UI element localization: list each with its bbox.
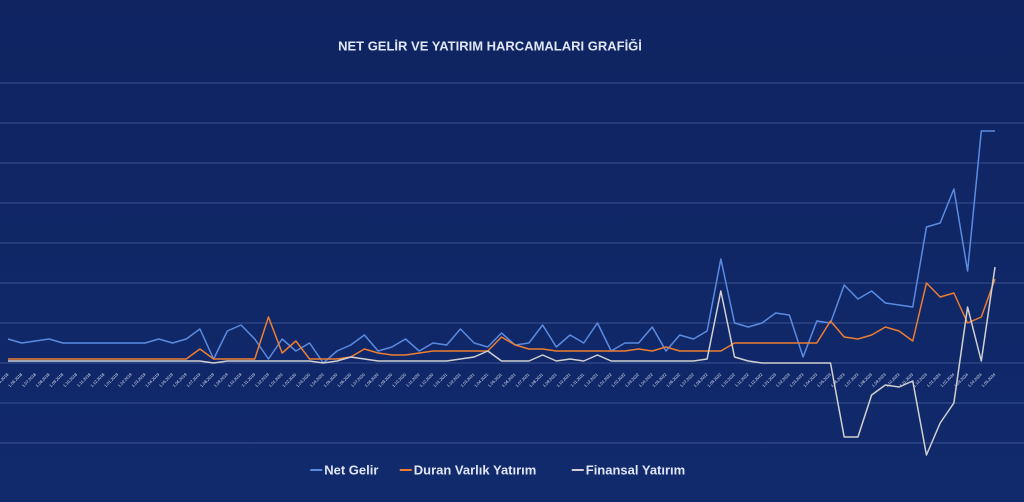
x-tick-label: 1.05.2018 <box>0 371 10 388</box>
legend-label: Finansal Yatırım <box>586 462 685 477</box>
x-tick-label: 1.05.2024 <box>980 371 997 388</box>
chart-title: NET GELİR VE YATIRIM HARCAMALARI GRAFİĞİ <box>338 38 642 53</box>
legend-label: Duran Varlık Yatırım <box>414 462 537 477</box>
legend-label: Net Gelir <box>324 462 378 477</box>
series-line <box>7 130 995 364</box>
series-line <box>8 278 996 360</box>
series-line <box>8 266 996 456</box>
